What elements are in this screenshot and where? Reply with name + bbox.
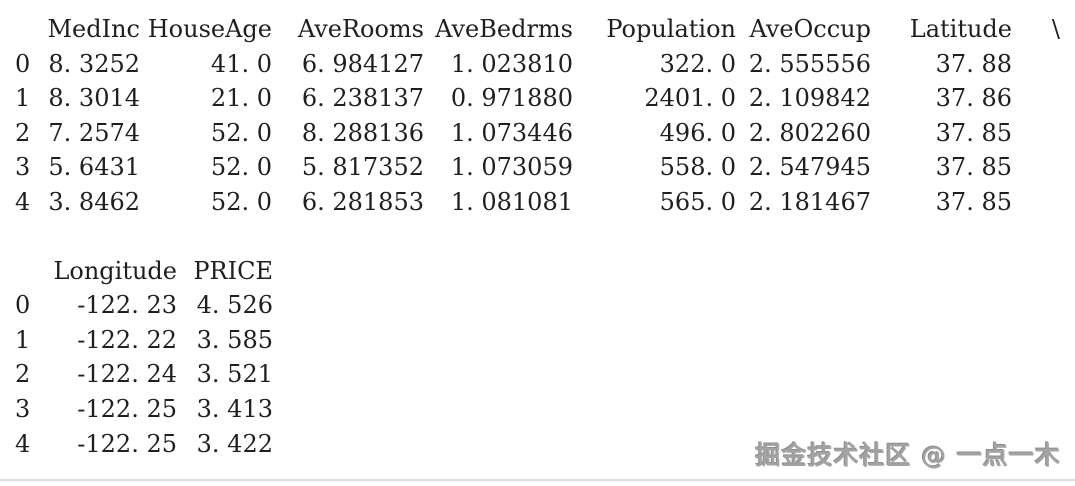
row-index-cell: 4 <box>15 187 31 216</box>
line-continuation-cell: \ <box>1051 15 1060 43</box>
table-row: 4 3. 8462 52. 0 6. 281853 1. 081081 565. 0 2. … <box>0 185 1060 220</box>
value-cell: 1. 073446 <box>450 118 573 147</box>
index-header-cell <box>0 254 33 289</box>
blank-line-spacer <box>0 220 1060 254</box>
value-cell: 52. 0 <box>210 187 272 216</box>
value-cell: 52. 0 <box>210 153 272 182</box>
table-row: 0 -122. 23 4. 526 <box>0 288 273 323</box>
dataframe-head-table-upper: MedInc HouseAge AveRooms AveBedrms Populatio… <box>0 12 1060 220</box>
value-cell: 3. 585 <box>196 325 273 354</box>
column-header-cell: HouseAge <box>147 15 272 43</box>
column-header-cell: Latitude <box>909 15 1012 43</box>
value-cell: 496. 0 <box>659 118 736 147</box>
value-cell: 2. 181467 <box>748 187 871 216</box>
value-cell: -122. 25 <box>77 394 177 423</box>
table-row: 1 8. 3014 21. 0 6. 238137 0. 971880 2401. 0 2.… <box>0 81 1060 116</box>
value-cell: 4. 526 <box>196 291 273 320</box>
header-row: Longitude PRICE <box>0 254 273 289</box>
value-cell: 322. 0 <box>659 49 736 78</box>
value-cell: 37. 85 <box>935 187 1012 216</box>
column-header-cell: Population <box>606 15 736 43</box>
empty-cell <box>1012 47 1060 82</box>
row-index-cell: 3 <box>15 394 31 423</box>
value-cell: 6. 238137 <box>301 84 424 113</box>
value-cell: -122. 22 <box>77 325 177 354</box>
value-cell: 8. 3014 <box>48 84 140 113</box>
empty-cell <box>1012 185 1060 220</box>
empty-cell <box>1012 81 1060 116</box>
value-cell: 37. 88 <box>935 49 1012 78</box>
value-cell: 2. 547945 <box>748 153 871 182</box>
value-cell: 52. 0 <box>210 118 272 147</box>
value-cell: 37. 85 <box>935 118 1012 147</box>
dataframe-head-table-lower: Longitude PRICE 0 -122. 23 4. 526 1 -122. 22 3.… <box>0 254 273 462</box>
row-index-cell: 0 <box>15 49 31 78</box>
row-index-cell: 1 <box>15 325 31 354</box>
table-row: 2 -122. 24 3. 521 <box>0 357 273 392</box>
column-header-cell: AveOccup <box>749 15 872 43</box>
column-header-cell: MedInc <box>47 15 140 43</box>
value-cell: -122. 25 <box>77 429 177 458</box>
value-cell: 5. 6431 <box>48 153 140 182</box>
value-cell: 8. 288136 <box>301 118 424 147</box>
index-header-cell <box>0 12 33 47</box>
table-row: 1 -122. 22 3. 585 <box>0 323 273 358</box>
value-cell: -122. 23 <box>77 291 177 320</box>
value-cell: 558. 0 <box>659 153 736 182</box>
empty-cell <box>1012 116 1060 151</box>
value-cell: 21. 0 <box>210 84 272 113</box>
value-cell: 6. 984127 <box>301 49 424 78</box>
row-index-cell: 4 <box>15 429 31 458</box>
value-cell: 1. 073059 <box>450 153 573 182</box>
column-header-cell: PRICE <box>193 256 273 285</box>
watermark-text: 掘金技术社区 @ 一点一木 <box>755 441 1061 470</box>
value-cell: 41. 0 <box>210 49 272 78</box>
value-cell: 6. 281853 <box>301 187 424 216</box>
column-header-cell: Longitude <box>53 256 177 285</box>
value-cell: 0. 971880 <box>450 84 573 113</box>
row-index-cell: 2 <box>15 360 31 389</box>
value-cell: 2401. 0 <box>644 84 736 113</box>
value-cell: 7. 2574 <box>48 118 140 147</box>
value-cell: 2. 555556 <box>748 49 871 78</box>
value-cell: 2. 802260 <box>748 118 871 147</box>
value-cell: 5. 817352 <box>301 153 424 182</box>
value-cell: 8. 3252 <box>48 49 140 78</box>
row-index-cell: 1 <box>15 84 31 113</box>
table-row: 4 -122. 25 3. 422 <box>0 427 273 462</box>
value-cell: 1. 023810 <box>450 49 573 78</box>
value-cell: -122. 24 <box>77 360 177 389</box>
table-row: 0 8. 3252 41. 0 6. 984127 1. 023810 322. 0 2. … <box>0 47 1060 82</box>
table-row: 3 5. 6431 52. 0 5. 817352 1. 073059 558. 0 2. … <box>0 150 1060 185</box>
row-index-cell: 3 <box>15 153 31 182</box>
value-cell: 3. 8462 <box>48 187 140 216</box>
row-index-cell: 0 <box>15 291 31 320</box>
value-cell: 2. 109842 <box>748 84 871 113</box>
value-cell: 565. 0 <box>659 187 736 216</box>
column-header-cell: AveBedrms <box>435 15 573 43</box>
table-row: 3 -122. 25 3. 413 <box>0 392 273 427</box>
value-cell: 3. 422 <box>196 429 273 458</box>
bottom-divider-line <box>0 479 1075 481</box>
header-row: MedInc HouseAge AveRooms AveBedrms Populatio… <box>0 12 1060 47</box>
empty-cell <box>1012 150 1060 185</box>
value-cell: 3. 521 <box>196 360 273 389</box>
value-cell: 37. 86 <box>935 84 1012 113</box>
dataframe-console-output: MedInc HouseAge AveRooms AveBedrms Populatio… <box>0 12 1060 461</box>
column-header-cell: AveRooms <box>297 15 424 43</box>
value-cell: 3. 413 <box>196 394 273 423</box>
value-cell: 37. 85 <box>935 153 1012 182</box>
value-cell: 1. 081081 <box>450 187 573 216</box>
table-row: 2 7. 2574 52. 0 8. 288136 1. 073446 496. 0 2. … <box>0 116 1060 151</box>
row-index-cell: 2 <box>15 118 31 147</box>
